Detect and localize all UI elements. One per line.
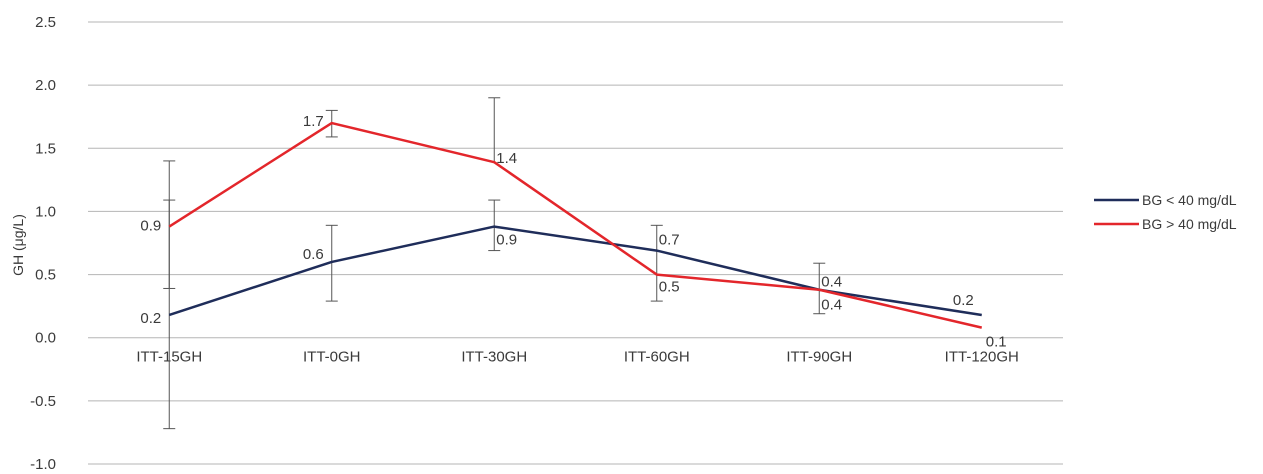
y-tick-label: -0.5 bbox=[30, 393, 56, 410]
y-tick-label: 0.0 bbox=[35, 330, 56, 347]
gridlines bbox=[88, 21, 1063, 465]
series-lines bbox=[168, 121, 983, 329]
x-tick-label: ITT-60GH bbox=[624, 349, 690, 366]
y-tick-label: 2.5 bbox=[35, 14, 56, 31]
data-label: 0.2 bbox=[953, 292, 974, 309]
data-label: 0.9 bbox=[496, 232, 517, 249]
data-label: 0.4 bbox=[821, 297, 842, 314]
y-tick-label: 0.5 bbox=[35, 267, 56, 284]
legend-label: BG < 40 mg/dL bbox=[1142, 192, 1237, 208]
error-bars bbox=[163, 97, 826, 430]
data-label: 0.9 bbox=[140, 218, 161, 235]
y-axis-title: GH (μg/L) bbox=[10, 214, 26, 276]
x-axis-ticks: ITT-15GH ITT-0GH ITT-30GH ITT-60GH ITT-90GH I… bbox=[136, 349, 1019, 366]
data-label: 0.2 bbox=[140, 310, 161, 327]
y-tick-label: 1.0 bbox=[35, 203, 56, 220]
legend-label: BG > 40 mg/dL bbox=[1142, 216, 1237, 232]
data-label: 0.6 bbox=[303, 246, 324, 263]
x-tick-label: ITT-30GH bbox=[461, 349, 527, 366]
legend: BG < 40 mg/dL BG > 40 mg/dL bbox=[1094, 192, 1237, 232]
data-label: 0.1 bbox=[986, 334, 1007, 351]
data-label: 1.7 bbox=[303, 113, 324, 130]
data-label: 0.5 bbox=[659, 279, 680, 296]
y-tick-label: -1.0 bbox=[30, 456, 56, 473]
x-tick-label: ITT-90GH bbox=[786, 349, 852, 366]
data-label: 0.7 bbox=[659, 232, 680, 249]
x-tick-label: ITT-120GH bbox=[945, 349, 1019, 366]
series-line-1 bbox=[168, 225, 982, 317]
data-label: 0.4 bbox=[821, 274, 842, 291]
data-label: 1.4 bbox=[496, 150, 517, 167]
y-tick-label: 2.0 bbox=[35, 77, 56, 94]
y-tick-label: 1.5 bbox=[35, 140, 56, 157]
x-tick-label: ITT-0GH bbox=[303, 349, 361, 366]
series-line-2 bbox=[168, 121, 983, 329]
y-axis-ticks: -1.0 -0.5 0.0 0.5 1.0 1.5 2.0 2.5 bbox=[30, 14, 56, 473]
data-labels: 0.2 0.6 0.9 0.7 0.4 0.2 0.9 1.7 1.4 0.5 0.4 0.1 bbox=[140, 113, 1006, 351]
